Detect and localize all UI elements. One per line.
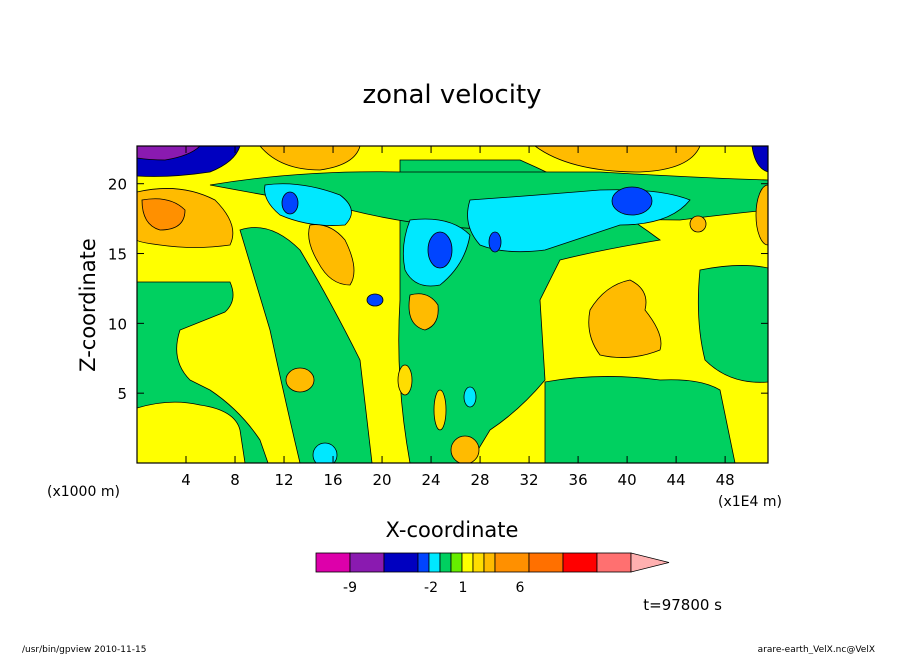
contour-region-orange-left-core <box>141 198 186 231</box>
x-tick-label: 28 <box>471 471 490 489</box>
y-axis-label: Z-coordinate <box>76 238 100 372</box>
contour-core-blue-1 <box>611 186 653 216</box>
time-annotation: t=97800 s <box>643 596 722 614</box>
colorbar-swatch <box>439 552 452 573</box>
contour-blob-yellow-center-1 <box>397 364 413 396</box>
colorbar-swatch <box>428 552 441 573</box>
colorbar-tick-label: 1 <box>459 580 468 596</box>
y-tick-label: 15 <box>108 246 127 264</box>
colorbar-swatch <box>450 552 463 573</box>
x-axis-label: X-coordinate <box>386 518 519 542</box>
footer-left: /usr/bin/gpview 2010-11-15 <box>22 645 146 654</box>
colorbar-swatch <box>349 552 385 573</box>
x-unit-left: (x1000 m) <box>47 484 120 500</box>
contour-blob-orange-left-lower <box>285 367 315 393</box>
colorbar-swatch <box>562 552 598 573</box>
x-tick-label: 40 <box>618 471 637 489</box>
y-tick-label: 10 <box>108 315 127 333</box>
x-tick-label: 32 <box>520 471 539 489</box>
y-axis: 5 10 15 20 <box>108 176 768 403</box>
x-tick-label: 4 <box>181 471 191 489</box>
contour-region-top-right-blue <box>751 146 768 173</box>
colorbar-extension-triangle <box>630 552 670 573</box>
x-tick-label: 16 <box>323 471 342 489</box>
contour-core-blue-5 <box>366 293 384 307</box>
plot-frame <box>136 145 769 464</box>
x-tick-label: 8 <box>230 471 240 489</box>
contour-region-orange-center-1 <box>308 224 355 286</box>
contour-core-orange-small <box>689 215 707 233</box>
x-tick-label: 12 <box>274 471 293 489</box>
colorbar-tick-label: -2 <box>424 580 438 596</box>
y-tick-label: 20 <box>108 176 127 194</box>
x-tick-label: 44 <box>667 471 686 489</box>
colorbar-swatch <box>483 552 496 573</box>
contour-blob-cyan-bottom-2 <box>463 386 477 408</box>
contour-blob-cyan-bottom-1 <box>312 442 338 463</box>
colorbar-swatch <box>472 552 485 573</box>
contour-region-green-right <box>544 376 736 463</box>
x-tick-label: 24 <box>422 471 441 489</box>
contour-core-blue-4 <box>488 231 502 253</box>
x-tick-label: 20 <box>373 471 392 489</box>
contour-region-green-center <box>239 227 373 463</box>
contour-core-orange-right-edge <box>755 184 768 246</box>
contour-blob-yellow-center-2 <box>433 389 447 431</box>
footer-right: arare-earth_VelX.nc@VelX <box>758 645 875 654</box>
contour-region-top-violet <box>137 146 201 161</box>
colorbar-tick-labels: -9 -2 1 6 <box>343 580 525 596</box>
contour-blob-orange-bottom <box>450 435 480 463</box>
colorbar-swatch <box>417 552 430 573</box>
colorbar-swatch <box>461 552 474 573</box>
y-tick-label: 5 <box>117 385 127 403</box>
contour-field <box>137 146 768 463</box>
contour-region-orange-mid-right <box>588 279 662 358</box>
contour-core-blue-3 <box>427 231 453 269</box>
contour-region-green-farright <box>697 265 768 383</box>
colorbar-swatch <box>596 552 632 573</box>
x-axis: 4 8 12 16 20 24 28 32 36 40 44 48 <box>181 146 735 489</box>
x-tick-label: 36 <box>569 471 588 489</box>
colorbar-tick-label: -9 <box>343 580 357 596</box>
colorbar-swatch <box>528 552 564 573</box>
colorbar-swatch <box>494 552 530 573</box>
contour-region-orange-top-right <box>534 146 701 173</box>
colorbar-swatch <box>315 552 351 573</box>
contour-region-orange-center-2 <box>408 293 439 331</box>
x-unit-right: (x1E4 m) <box>718 494 782 510</box>
colorbar-tick-label: 6 <box>516 580 525 596</box>
chart-title: zonal velocity <box>362 80 541 110</box>
contour-region-orange-top-center <box>259 146 361 171</box>
x-tick-label: 48 <box>716 471 735 489</box>
colorbar <box>315 552 670 573</box>
colorbar-swatch <box>383 552 419 573</box>
contour-core-blue-2 <box>281 191 299 215</box>
contour-region-yellow-bottomleft <box>137 401 246 463</box>
